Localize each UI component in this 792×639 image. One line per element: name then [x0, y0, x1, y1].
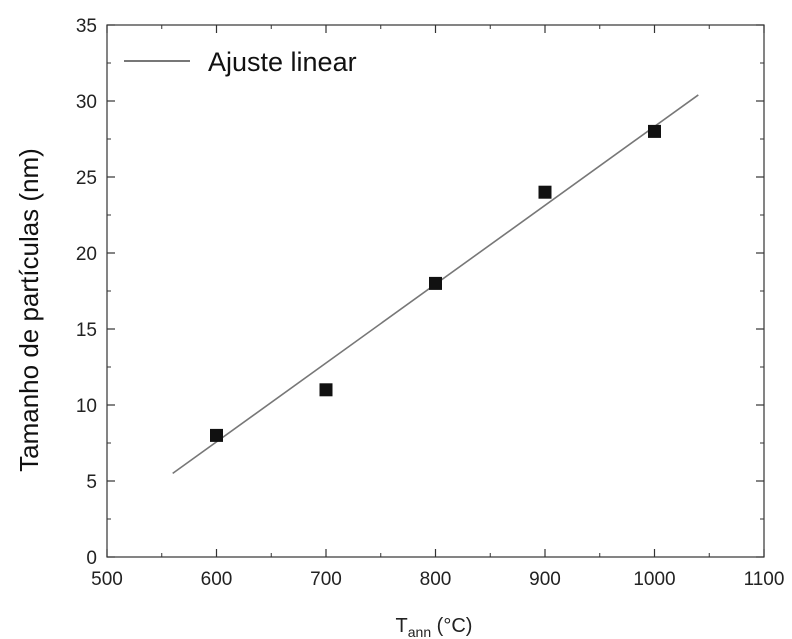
x-tick-label: 800 [420, 569, 452, 590]
plot-border [106, 24, 765, 558]
x-tick-label: 600 [201, 569, 233, 590]
data-point [210, 428, 223, 442]
x-axis-ticks: 500 600 700 800 900 1000 1100 [91, 25, 784, 590]
y-tick-label: 30 [76, 92, 97, 113]
x-tick-label: 500 [91, 569, 123, 590]
x-axis-label: Tann (°C) [396, 615, 473, 639]
legend-label: Ajuste linear [208, 47, 357, 77]
x-tick-label: 1000 [633, 569, 675, 590]
y-axis-ticks: 0 5 10 15 20 25 30 35 [76, 16, 764, 569]
plot-frame [106, 24, 765, 558]
legend: Ajuste linear [124, 47, 357, 77]
x-axis-label-unit: (°C) [431, 615, 472, 637]
y-tick-label: 25 [76, 168, 97, 189]
y-tick-label: 10 [76, 396, 97, 417]
y-tick-label: 20 [76, 244, 97, 265]
x-tick-label: 900 [529, 569, 561, 590]
data-point [429, 276, 442, 290]
data-points-layer [210, 124, 661, 442]
y-tick-label: 0 [86, 548, 97, 569]
y-axis-label: Tamanho de partículas (nm) [14, 148, 44, 472]
x-axis-label-subscript: ann [408, 624, 431, 639]
data-point [538, 185, 552, 199]
x-tick-label: 700 [310, 569, 342, 590]
y-tick-label: 15 [76, 320, 97, 341]
y-tick-label: 5 [86, 472, 97, 493]
x-tick-label: 1100 [744, 569, 785, 590]
data-point [648, 124, 661, 138]
y-tick-label: 35 [76, 16, 97, 37]
x-axis-label-main: T [396, 615, 408, 637]
data-point [319, 383, 333, 397]
